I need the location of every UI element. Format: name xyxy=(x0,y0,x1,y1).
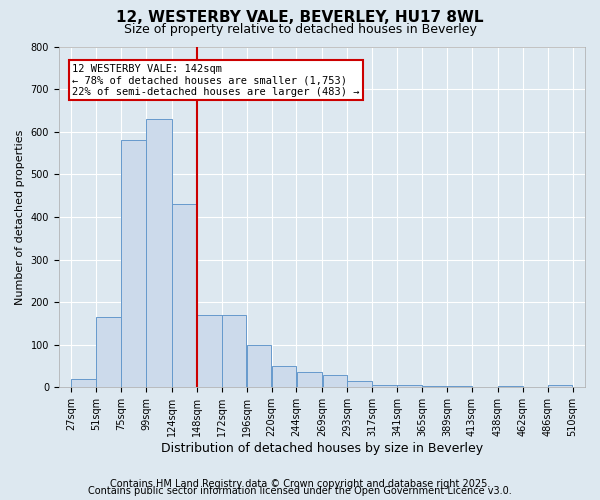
Bar xyxy=(498,386,523,388)
Bar xyxy=(447,386,472,388)
Bar xyxy=(422,386,447,388)
Text: 12, WESTERBY VALE, BEVERLEY, HU17 8WL: 12, WESTERBY VALE, BEVERLEY, HU17 8WL xyxy=(116,10,484,25)
Bar xyxy=(247,344,271,388)
Bar xyxy=(373,385,397,388)
Bar xyxy=(296,372,322,388)
Y-axis label: Number of detached properties: Number of detached properties xyxy=(15,129,25,304)
Bar xyxy=(347,381,372,388)
Bar xyxy=(548,385,572,388)
Bar xyxy=(71,379,96,388)
X-axis label: Distribution of detached houses by size in Beverley: Distribution of detached houses by size … xyxy=(161,442,483,455)
Bar xyxy=(197,315,221,388)
Text: Size of property relative to detached houses in Beverley: Size of property relative to detached ho… xyxy=(124,22,476,36)
Bar xyxy=(323,374,347,388)
Bar xyxy=(222,315,247,388)
Bar xyxy=(96,317,121,388)
Bar xyxy=(397,385,422,388)
Bar xyxy=(172,204,197,388)
Text: Contains public sector information licensed under the Open Government Licence v3: Contains public sector information licen… xyxy=(88,486,512,496)
Text: Contains HM Land Registry data © Crown copyright and database right 2025.: Contains HM Land Registry data © Crown c… xyxy=(110,479,490,489)
Bar xyxy=(121,140,146,388)
Text: 12 WESTERBY VALE: 142sqm
← 78% of detached houses are smaller (1,753)
22% of sem: 12 WESTERBY VALE: 142sqm ← 78% of detach… xyxy=(72,64,360,96)
Bar xyxy=(146,119,172,388)
Bar xyxy=(272,366,296,388)
